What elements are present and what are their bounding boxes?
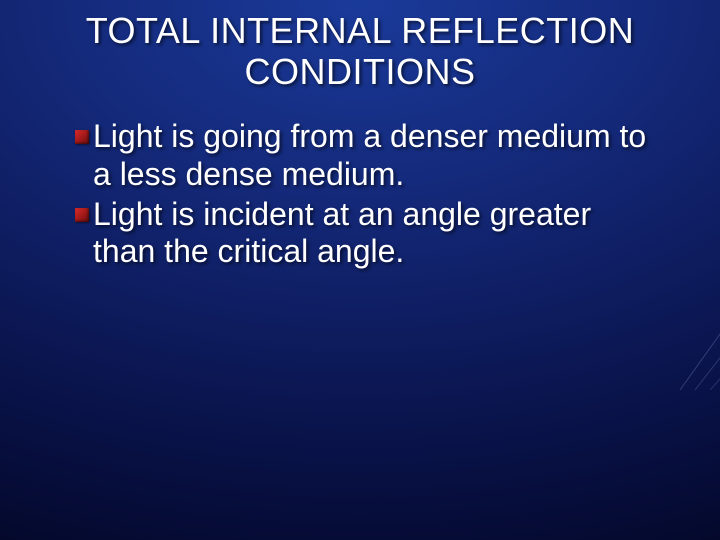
bullet-square-icon: [75, 208, 89, 222]
bullet-text: Light is incident at an angle greater th…: [93, 196, 660, 272]
decorative-lines-icon: [660, 290, 720, 390]
list-item: Light is incident at an angle greater th…: [75, 196, 660, 272]
slide-title: TOTAL INTERNAL REFLECTION CONDITIONS: [50, 10, 670, 93]
bullet-text: Light is going from a denser medium to a…: [93, 118, 660, 194]
bullet-square-icon: [75, 130, 89, 144]
slide-body: Light is going from a denser medium to a…: [75, 118, 660, 273]
list-item: Light is going from a denser medium to a…: [75, 118, 660, 194]
slide: TOTAL INTERNAL REFLECTION CONDITIONS Lig…: [0, 0, 720, 540]
